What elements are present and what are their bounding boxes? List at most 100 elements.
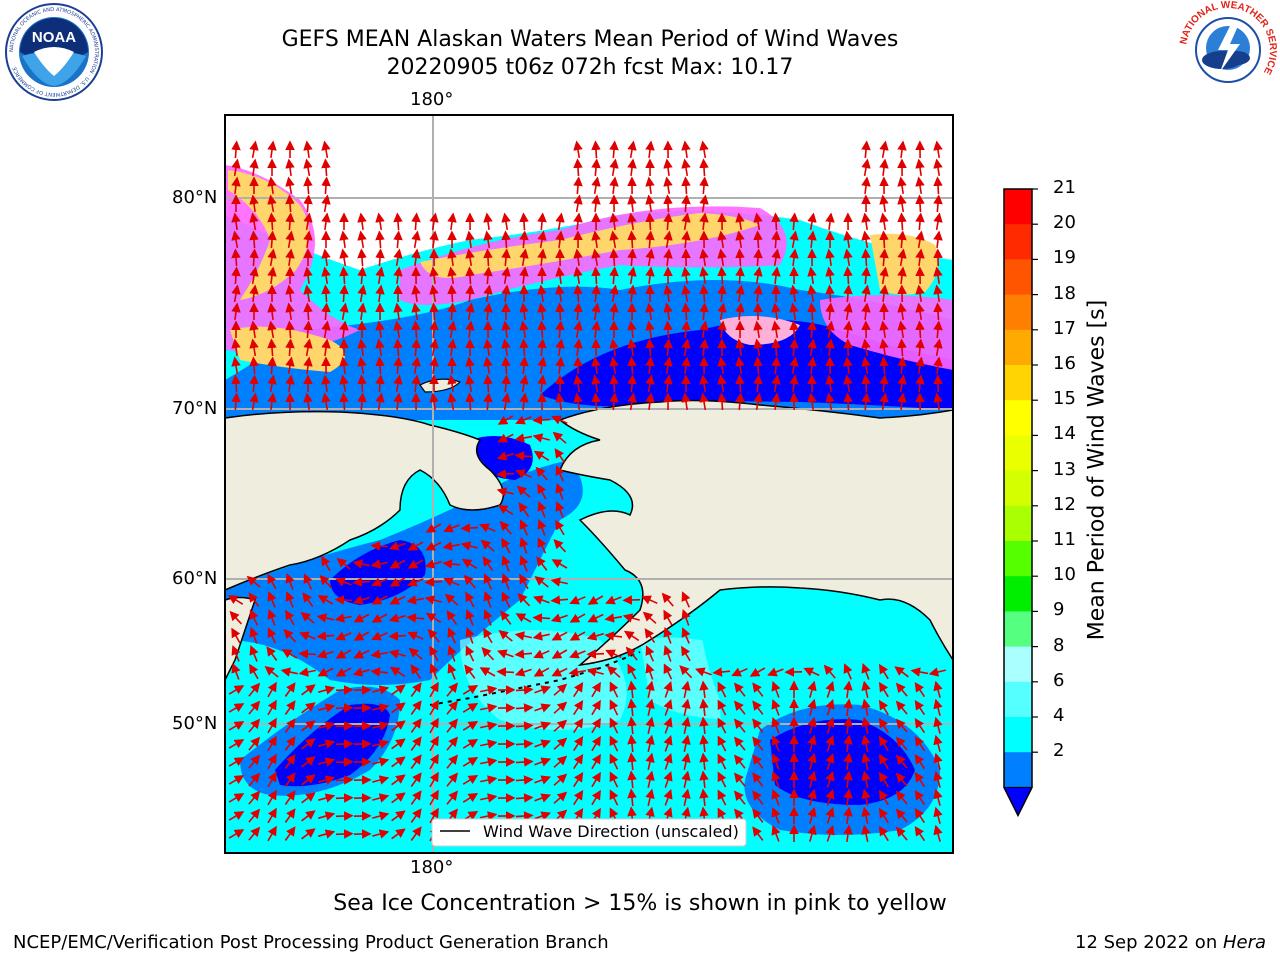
wave-direction-arrow (933, 266, 943, 285)
wave-direction-arrow (825, 392, 835, 411)
wave-direction-arrow (318, 775, 336, 785)
wave-direction-arrow (752, 772, 764, 787)
wave-direction-arrow (465, 266, 475, 285)
wave-direction-arrow (410, 754, 422, 769)
wave-direction-arrow (681, 356, 691, 375)
wave-direction-arrow (717, 374, 727, 393)
wave-direction-arrow (609, 699, 619, 716)
wave-direction-arrow (627, 716, 637, 735)
wave-direction-arrow (555, 212, 565, 231)
wave-direction-arrow (388, 631, 407, 641)
wave-direction-arrow (679, 665, 693, 679)
wave-direction-arrow (443, 577, 460, 587)
wave-direction-arrow (231, 284, 241, 303)
wave-direction-arrow (371, 613, 388, 623)
wave-direction-arrow (518, 502, 530, 518)
wave-direction-arrow (627, 212, 637, 231)
wave-direction-arrow (753, 356, 763, 375)
wave-direction-arrow (267, 591, 277, 608)
wave-direction-arrow (591, 699, 601, 716)
wave-direction-arrow (699, 194, 709, 213)
wave-direction-arrow (591, 392, 601, 411)
wave-direction-arrow (353, 631, 370, 641)
wave-direction-arrow (591, 717, 601, 734)
wave-direction-arrow (735, 356, 745, 375)
wave-direction-arrow (663, 248, 673, 267)
wave-direction-arrow (553, 683, 568, 696)
wave-direction-arrow (861, 302, 871, 321)
wave-direction-arrow (915, 230, 925, 249)
colorbar-bin (1004, 365, 1032, 401)
wave-direction-arrow (372, 757, 390, 767)
wave-direction-arrow (303, 573, 313, 590)
lat-label-70: 70°N (172, 398, 218, 419)
wave-direction-arrow (699, 770, 709, 788)
wave-direction-arrow (771, 825, 781, 842)
wave-direction-arrow (371, 631, 388, 641)
wave-direction-arrow (267, 717, 277, 734)
wave-direction-arrow (586, 649, 605, 659)
wave-direction-arrow (375, 356, 385, 375)
wave-direction-arrow (375, 338, 385, 357)
wave-direction-arrow (735, 230, 745, 249)
wave-direction-arrow (735, 266, 745, 285)
wave-direction-arrow (733, 790, 746, 805)
wave-direction-arrow (569, 613, 586, 623)
wave-direction-arrow (861, 266, 871, 285)
wave-direction-arrow (465, 374, 475, 393)
colorbar-bin (1004, 541, 1032, 577)
wave-direction-arrow (663, 788, 673, 806)
wave-direction-arrow (536, 556, 548, 571)
wave-direction-arrow (895, 790, 908, 805)
wave-direction-arrow (645, 248, 655, 267)
wave-direction-arrow (249, 284, 259, 303)
wave-direction-arrow (429, 663, 439, 680)
sea-ice-note: Sea Ice Concentration > 15% is shown in … (333, 891, 947, 916)
chart-subtitle: 20220905 t06z 072h fcst Max: 10.17 (386, 55, 794, 80)
wave-direction-arrow (699, 392, 709, 411)
wave-direction-arrow (825, 374, 835, 393)
wave-direction-arrow (878, 825, 889, 842)
wave-direction-arrow (573, 699, 584, 716)
colorbar-frame (1003, 188, 1033, 818)
wave-direction-arrow (496, 487, 514, 497)
wave-direction-arrow (823, 664, 836, 679)
wave-direction-arrow (515, 757, 534, 767)
wave-direction-arrow (699, 680, 709, 698)
wave-direction-arrow (231, 645, 241, 662)
colorbar-tick-label: 12 (1053, 493, 1076, 515)
wave-direction-arrow (825, 284, 835, 303)
wave-direction-arrow (370, 559, 388, 569)
wave-direction-arrow (425, 523, 442, 533)
wave-direction-arrow (515, 775, 534, 785)
wave-direction-arrow (462, 756, 479, 767)
wave-direction-arrow (645, 734, 655, 752)
wave-direction-arrow (604, 631, 623, 641)
wave-direction-arrow (735, 248, 745, 267)
wave-direction-arrow (249, 320, 259, 339)
wave-direction-arrow (249, 645, 259, 662)
wave-direction-arrow (534, 721, 551, 731)
wave-direction-arrow (267, 609, 277, 626)
wave-direction-arrow (410, 682, 422, 697)
wave-direction-arrow (411, 374, 421, 393)
wave-direction-arrow (789, 212, 799, 231)
wave-direction-arrow (515, 685, 534, 695)
colorbar-tick-label: 13 (1053, 458, 1076, 480)
wave-direction-arrow (843, 824, 853, 843)
wave-direction-arrow (465, 645, 475, 662)
wave-direction-arrow (375, 284, 385, 303)
wave-direction-arrow (249, 266, 259, 285)
wave-direction-arrow (552, 431, 567, 444)
wave-direction-arrow (933, 392, 943, 411)
wave-direction-arrow (807, 716, 817, 734)
wave-direction-arrow (807, 392, 817, 411)
wave-direction-arrow (622, 613, 640, 623)
wave-direction-arrow (446, 700, 459, 715)
map-legend (431, 818, 747, 847)
wave-direction-arrow (480, 811, 498, 821)
wave-direction-arrow (623, 630, 640, 642)
wave-direction-arrow (910, 667, 929, 677)
wave-direction-arrow (280, 667, 298, 677)
wave-direction-arrow (301, 720, 316, 732)
